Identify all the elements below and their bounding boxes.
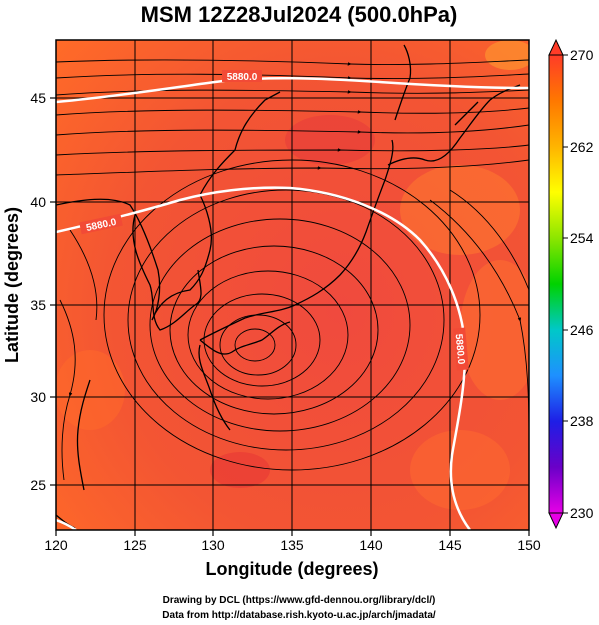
contour-lines — [56, 76, 529, 530]
y-tick-labels: 25 30 35 40 45 — [30, 90, 46, 493]
credit-data-source: Data from http://database.rish.kyoto-u.a… — [162, 610, 436, 621]
x-tick-label: 135 — [280, 537, 304, 553]
x-tick-label: 120 — [44, 537, 68, 553]
map-title: MSM 12Z28Jul2024 (500.0hPa) — [141, 2, 458, 27]
colorbar-scale — [548, 54, 564, 514]
colorbar-max-arrow — [548, 38, 564, 56]
y-tick-label: 40 — [30, 194, 46, 210]
y-tick-label: 35 — [30, 297, 46, 313]
y-axis-title: Latitude (degrees) — [2, 207, 22, 363]
contour-label-bg-2 — [79, 213, 123, 235]
colorbar-tick-label: 254 — [570, 230, 594, 246]
colorbar-tick-label: 270 — [570, 47, 594, 63]
x-tick-label: 125 — [123, 537, 147, 553]
contour-label-bg-3 — [453, 327, 469, 371]
contour-label-3: 5880.0 — [453, 333, 467, 365]
y-tick-label: 45 — [30, 90, 46, 106]
y-tick-label: 25 — [30, 477, 46, 493]
graticule — [56, 40, 529, 530]
colorbar-tick-label: 230 — [570, 505, 594, 521]
x-tick-labels: 120 125 130 135 140 145 150 — [44, 537, 541, 553]
x-axis-title: Longitude (degrees) — [205, 559, 378, 579]
contour-labels: 5880.0 5880.0 5880.0 — [79, 70, 469, 371]
contour-label-1: 5880.0 — [227, 72, 258, 83]
contour-label-bg-1 — [222, 70, 262, 82]
colorbar-min-arrow — [548, 512, 564, 530]
temperature-patches — [56, 40, 529, 510]
tick-marks — [50, 97, 530, 536]
colorbar-tick-label: 246 — [570, 322, 594, 338]
x-tick-label: 130 — [201, 537, 225, 553]
x-tick-label: 140 — [359, 537, 383, 553]
colorbar-tick-label: 238 — [570, 413, 594, 429]
colorbar: 270 262 254 246 238 230 — [548, 38, 594, 530]
streamlines — [56, 59, 529, 481]
x-tick-label: 150 — [517, 537, 541, 553]
x-tick-label: 145 — [438, 537, 462, 553]
credit-drawing: Drawing by DCL (https://www.gfd-dennou.o… — [163, 595, 436, 606]
colorbar-tick-label: 262 — [570, 139, 594, 155]
plot-area: 5880.0 5880.0 5880.0 — [56, 40, 529, 530]
y-tick-label: 30 — [30, 389, 46, 405]
